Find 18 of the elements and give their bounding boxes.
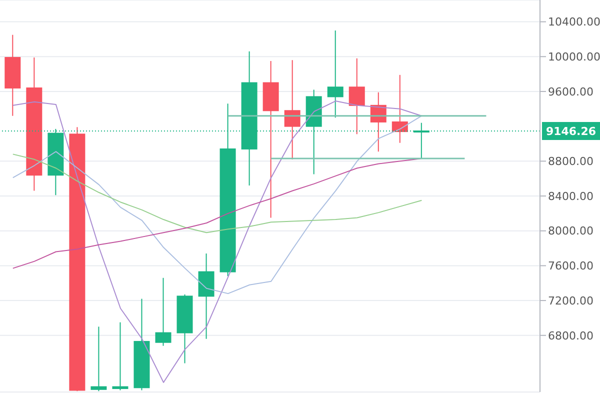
y-tick-label: 9600.00 (548, 85, 594, 98)
y-tick-label: 10400.00 (548, 16, 600, 29)
line-series (12, 115, 422, 294)
y-tick-label: 8000.00 (548, 224, 594, 238)
y-tick-label: 7600.00 (548, 260, 594, 273)
ref-line-label: 9146.26 (546, 124, 596, 138)
candlestick (348, 58, 365, 135)
candlestick (155, 277, 172, 346)
line-series (12, 154, 422, 234)
y-tick-label: 10000.00 (548, 50, 600, 64)
candlestick (327, 30, 344, 118)
candlestick (90, 326, 107, 392)
candlestick (112, 322, 128, 391)
y-tick-label: 8400.00 (548, 190, 594, 203)
y-tick-label: 7200.00 (548, 294, 594, 308)
y-tick-label: 8800.00 (548, 155, 594, 168)
candlestick (284, 60, 300, 160)
y-tick-label: 6800.00 (548, 329, 594, 342)
